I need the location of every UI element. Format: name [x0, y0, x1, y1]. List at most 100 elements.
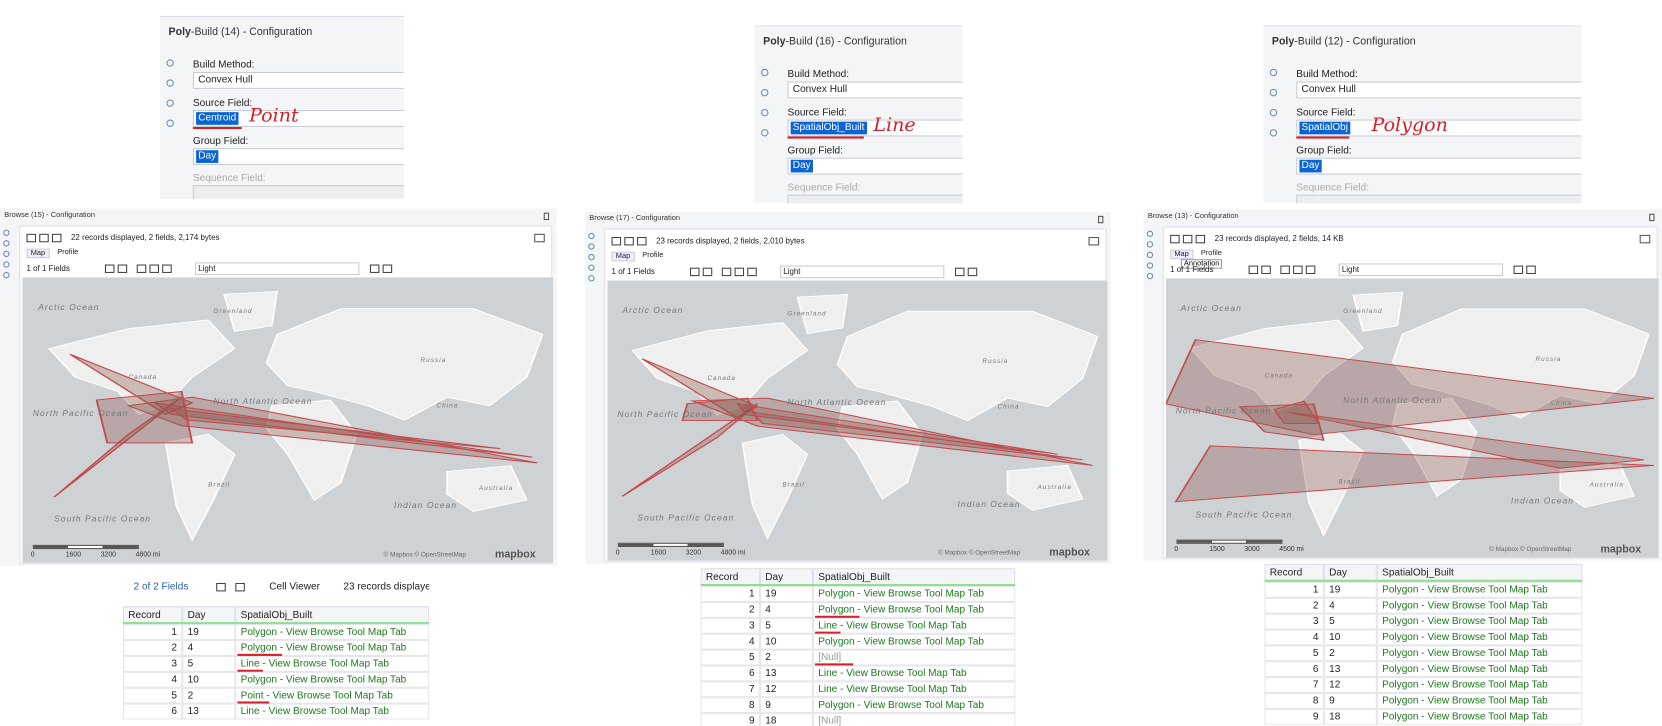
- data-table: Record Day SpatialObj_Built 1 19 Polygon - Vi…: [1264, 563, 1583, 726]
- menu-button: [1088, 236, 1100, 246]
- browse-title: Browse (17) - Configuration: [589, 215, 680, 222]
- column-header: Day: [759, 568, 813, 586]
- built-polygon: [69, 353, 194, 416]
- map-svg[interactable]: [22, 277, 554, 563]
- table-cell: 8: [700, 697, 760, 714]
- map-label: Greenland: [1343, 308, 1383, 316]
- table-cell: 5: [1323, 613, 1377, 630]
- table-cell: 4: [759, 602, 813, 618]
- map-tool: [1248, 265, 1259, 275]
- built-polygon: [95, 390, 194, 444]
- map-label: North Atlantic Ocean: [787, 398, 887, 408]
- side-icon: [166, 59, 174, 67]
- title-text: -Build (16) - Configuration: [785, 35, 907, 48]
- map-tool: [117, 264, 128, 273]
- table-cell: 10: [1323, 629, 1377, 646]
- source-underline: [192, 126, 242, 130]
- tooltip: Annotation: [1180, 259, 1223, 269]
- title-bold: Poly: [168, 26, 191, 39]
- field-label: Sequence Field:: [192, 172, 266, 185]
- map-tool: [1280, 265, 1290, 275]
- column-header: Day: [182, 606, 236, 624]
- table-cell: 9: [1323, 692, 1377, 709]
- browse-title-suffix: - Configuration: [44, 211, 95, 220]
- built-polygon: [1288, 411, 1645, 469]
- status-text: 23 records displayed, 2 fields, 2,010 by…: [656, 235, 805, 246]
- side-icon: [588, 275, 595, 282]
- browse-title: Browse (15) - Configuration: [4, 212, 95, 219]
- column-header: Record: [1264, 563, 1324, 581]
- map: Arctic Ocean Greenland Canada Russia North P…: [1165, 278, 1659, 558]
- table-cell: 19: [182, 624, 236, 641]
- view-button: [636, 236, 647, 246]
- built-polygon: [1165, 339, 1655, 436]
- browse-content: 22 records displayed, 2 fields, 2,174 by…: [19, 225, 554, 564]
- table-cell: Polygon - View Browse Tool Map Tab: [1376, 708, 1583, 725]
- style-dropdown-box: [780, 265, 945, 279]
- scale-label: 1500: [1209, 545, 1225, 554]
- map-tool: [1305, 265, 1316, 275]
- table-cell: 5: [122, 687, 183, 704]
- field-label: Build Method:: [1296, 68, 1358, 81]
- map-tool: [747, 267, 757, 277]
- scale-bar: [617, 542, 724, 547]
- side-icon: [166, 79, 174, 87]
- table-cell: 3: [700, 617, 760, 634]
- records-status: 23 records displaye: [343, 580, 430, 593]
- field-label: Source Field:: [192, 97, 253, 109]
- title-text: -Build (14) - Configuration: [190, 26, 313, 39]
- map-label: South Pacific Ocean: [54, 514, 152, 524]
- header-rule: [700, 584, 1016, 587]
- pin-icon: [543, 212, 550, 221]
- table-cell: 6: [700, 665, 760, 682]
- side-icon: [588, 232, 595, 240]
- field-label: Build Method:: [192, 59, 255, 71]
- table-cell: Polygon - View Browse Tool Map Tab: [812, 586, 1016, 603]
- row-underline: [815, 631, 841, 634]
- style-dropdown: Light: [783, 266, 801, 277]
- field-value: Centroid: [196, 112, 239, 125]
- side-icon: [1146, 251, 1154, 259]
- table-cell: 2: [1264, 597, 1324, 614]
- land: [836, 310, 1099, 422]
- table-cell: 4: [1264, 629, 1324, 646]
- table-cell: Polygon - View Browse Tool Map Tab: [235, 640, 430, 656]
- map-label: North Atlantic Ocean: [213, 397, 313, 407]
- scale-label: 0: [30, 551, 35, 559]
- style-dropdown-box: [195, 262, 360, 276]
- column-header: SpatialObj_Built: [235, 606, 430, 624]
- map-tool: [1261, 265, 1271, 275]
- style-dropdown-box: [1338, 263, 1503, 277]
- mapbox-logo: mapbox: [494, 549, 536, 561]
- source-underline: [787, 136, 864, 139]
- title-bold: Poly: [763, 35, 786, 48]
- scale-bar: [32, 544, 139, 550]
- title-bold: Poly: [1271, 35, 1295, 48]
- table-cell: 9: [700, 713, 760, 726]
- table-cell: 5: [700, 649, 760, 666]
- map-svg[interactable]: [607, 280, 1108, 561]
- field-input: [1296, 194, 1582, 204]
- table-cell: Polygon - View Browse Tool Map Tab: [1376, 645, 1583, 662]
- scale-label: 3200: [685, 549, 702, 557]
- attribution: © Mapbox © OpenStreetMap: [938, 550, 1021, 557]
- map-label: China: [1550, 401, 1573, 408]
- scale-bar: [1176, 539, 1283, 544]
- scale-label: 0: [1174, 545, 1179, 554]
- table-cell: 7: [700, 681, 760, 698]
- header-rule: [122, 622, 430, 625]
- export-button: [369, 264, 380, 273]
- fields-dropdown: 1 of 1 Fields: [26, 263, 70, 273]
- map-label: Arctic Ocean: [1180, 303, 1242, 313]
- table-cell: Polygon - View Browse Tool Map Tab: [1376, 613, 1583, 630]
- map-label: North Pacific Ocean: [32, 408, 129, 419]
- map-label: Russia: [982, 358, 1009, 366]
- browse-content: 23 records displayed, 2 fields, 2,010 by…: [604, 228, 1108, 562]
- table-cell: 1: [1264, 581, 1324, 598]
- annotation: Line: [873, 114, 916, 137]
- map-svg[interactable]: [1165, 278, 1659, 558]
- map-label: Canada: [707, 375, 737, 383]
- field-label: Sequence Field:: [1296, 181, 1370, 194]
- table-cell: 5: [182, 655, 236, 672]
- menu-button: [534, 233, 545, 243]
